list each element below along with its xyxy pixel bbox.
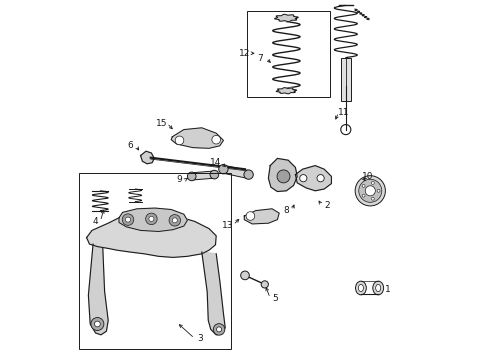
Circle shape [365, 186, 375, 196]
Circle shape [217, 327, 221, 332]
Circle shape [172, 218, 177, 223]
Circle shape [371, 197, 374, 200]
Text: 9: 9 [176, 175, 182, 184]
Circle shape [95, 321, 100, 327]
Text: 3: 3 [197, 334, 203, 343]
Ellipse shape [358, 284, 364, 292]
Circle shape [277, 170, 290, 183]
Text: 13: 13 [222, 220, 233, 230]
Polygon shape [222, 165, 249, 179]
Circle shape [300, 175, 307, 182]
Ellipse shape [373, 281, 384, 295]
Bar [247, 11, 330, 97]
Text: 14: 14 [210, 158, 221, 167]
Circle shape [244, 170, 253, 179]
Circle shape [246, 212, 255, 220]
Circle shape [122, 214, 134, 225]
Polygon shape [276, 88, 296, 94]
Bar [341, 58, 351, 101]
Polygon shape [245, 209, 279, 224]
Polygon shape [87, 213, 216, 257]
Text: 10: 10 [362, 172, 373, 181]
Bar [79, 173, 231, 349]
Circle shape [362, 194, 365, 197]
Polygon shape [192, 171, 215, 180]
Circle shape [362, 184, 365, 187]
Circle shape [187, 172, 196, 181]
Polygon shape [119, 208, 187, 231]
Text: 15: 15 [156, 118, 167, 127]
Polygon shape [171, 128, 223, 148]
Circle shape [169, 215, 180, 226]
Circle shape [149, 216, 154, 221]
Polygon shape [141, 151, 154, 164]
Text: 5: 5 [273, 294, 278, 302]
Circle shape [261, 281, 269, 288]
Text: 6: 6 [128, 141, 133, 150]
Circle shape [371, 181, 374, 184]
Polygon shape [269, 158, 297, 192]
Circle shape [146, 213, 157, 225]
Circle shape [355, 176, 386, 206]
Polygon shape [202, 252, 225, 335]
Circle shape [212, 135, 220, 144]
Circle shape [91, 318, 104, 330]
Circle shape [210, 170, 219, 179]
Text: 7: 7 [258, 54, 263, 63]
Text: 8: 8 [284, 206, 289, 215]
Text: 4: 4 [92, 217, 98, 226]
Circle shape [125, 217, 130, 222]
Text: 2: 2 [324, 201, 330, 210]
Circle shape [377, 189, 380, 192]
Ellipse shape [376, 284, 381, 292]
Polygon shape [295, 166, 331, 191]
Circle shape [359, 179, 382, 202]
Text: 11: 11 [338, 108, 350, 117]
Text: 12: 12 [239, 49, 250, 58]
Circle shape [219, 165, 228, 174]
Ellipse shape [356, 281, 367, 295]
Circle shape [175, 136, 184, 145]
Circle shape [317, 175, 324, 182]
Polygon shape [88, 244, 108, 335]
Circle shape [241, 271, 249, 280]
Circle shape [213, 324, 225, 335]
Text: 1: 1 [386, 285, 391, 294]
Polygon shape [274, 14, 298, 22]
